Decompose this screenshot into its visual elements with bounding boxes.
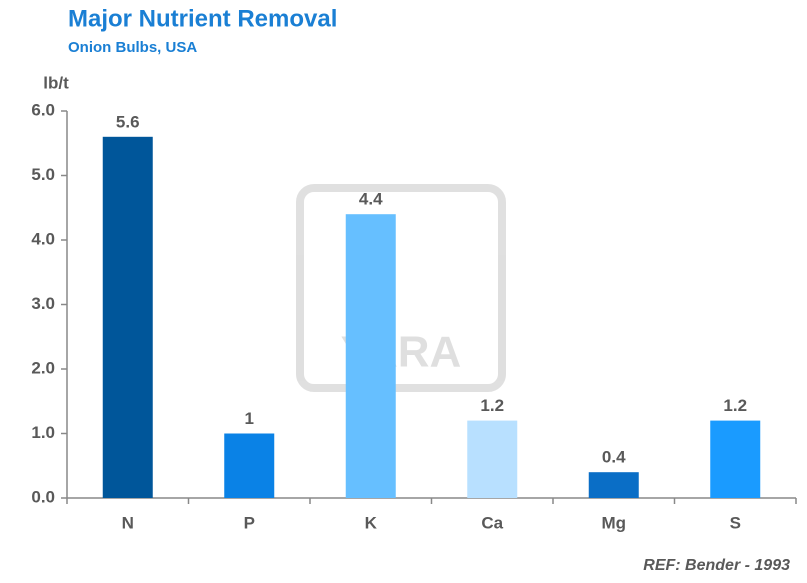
bar bbox=[710, 420, 761, 498]
bar bbox=[588, 472, 639, 498]
watermark-logo: YARA bbox=[296, 184, 506, 392]
y-tick-label: 3.0 bbox=[31, 294, 55, 313]
y-tick-label: 4.0 bbox=[31, 229, 55, 248]
y-tick-label: 5.0 bbox=[31, 165, 55, 184]
y-tick-label: 1.0 bbox=[31, 423, 55, 442]
x-tick-label: N bbox=[122, 513, 134, 532]
y-tick-label: 2.0 bbox=[31, 358, 55, 377]
chart-subtitle: Onion Bulbs, USA bbox=[68, 39, 197, 56]
bar bbox=[467, 420, 518, 498]
bar bbox=[224, 433, 275, 498]
reference-note: REF: Bender - 1993 bbox=[643, 557, 790, 574]
bar bbox=[102, 136, 153, 499]
x-tick-label: Mg bbox=[601, 513, 626, 532]
x-tick-label: K bbox=[365, 513, 378, 532]
y-tick-label: 0.0 bbox=[31, 487, 55, 506]
x-tick-label: P bbox=[244, 513, 255, 532]
value-label: 5.6 bbox=[116, 112, 140, 131]
value-label: 1.2 bbox=[480, 396, 504, 415]
value-label: 4.4 bbox=[359, 190, 383, 209]
value-label: 0.4 bbox=[602, 448, 626, 467]
bar bbox=[345, 214, 396, 498]
value-label: 1.2 bbox=[723, 396, 747, 415]
y-tick-label: 6.0 bbox=[31, 100, 55, 119]
chart-title: Major Nutrient Removal bbox=[68, 5, 337, 32]
x-tick-label: Ca bbox=[481, 513, 503, 532]
x-tick-label: S bbox=[730, 513, 741, 532]
value-label: 1 bbox=[245, 409, 254, 428]
y-axis-label: lb/t bbox=[43, 73, 69, 92]
